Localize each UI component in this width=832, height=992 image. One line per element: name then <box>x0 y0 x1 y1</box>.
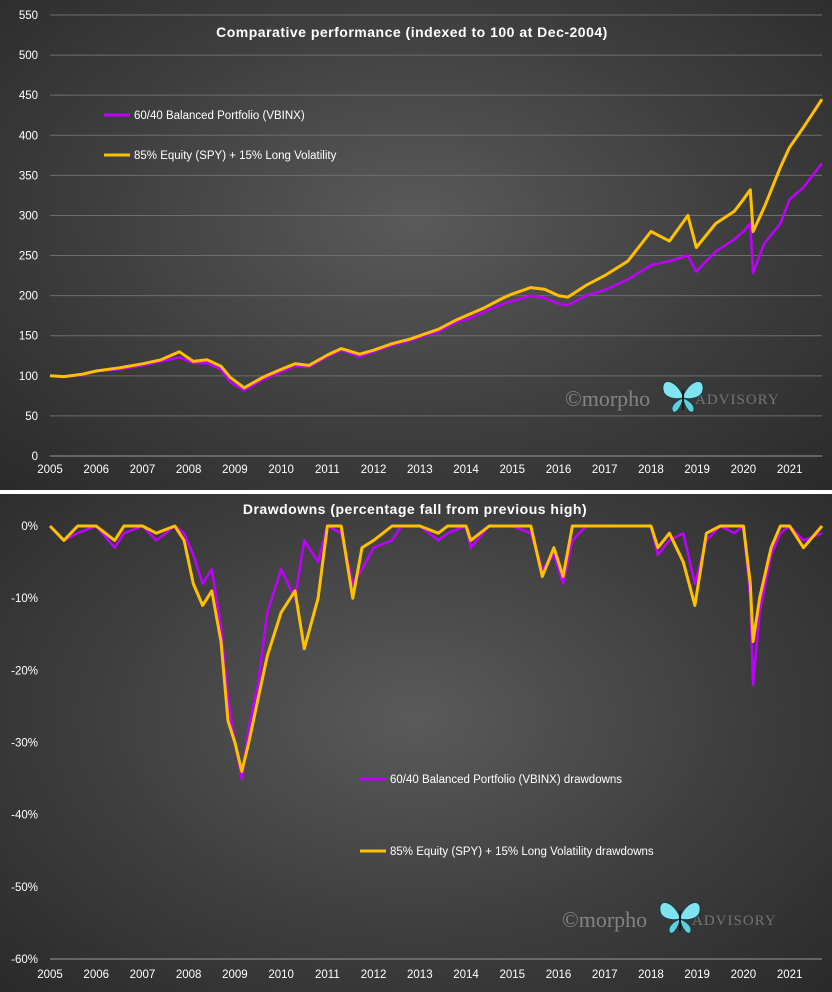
x-tick-label: 2021 <box>777 464 803 476</box>
y-tick-label: 150 <box>19 331 38 343</box>
x-tick-label: 2006 <box>83 464 109 476</box>
x-tick-label: 2011 <box>315 464 340 476</box>
drawdown-chart: Drawdowns (percentage fall from previous… <box>11 501 824 981</box>
chart-divider <box>0 490 832 494</box>
x-tick-label: 2020 <box>731 969 757 981</box>
chart-title: Comparative performance (indexed to 100 … <box>216 24 608 40</box>
watermark-logo: ©morpho ADVISORY <box>565 381 780 413</box>
x-tick-label: 2019 <box>684 969 710 981</box>
butterfly-icon <box>659 902 701 934</box>
x-tick-label: 2007 <box>130 464 156 476</box>
legend-label: 60/40 Balanced Portfolio (VBINX) <box>134 110 305 122</box>
x-tick-label: 2012 <box>361 464 387 476</box>
svg-text:ADVISORY: ADVISORY <box>695 392 780 408</box>
x-tick-label: 2006 <box>83 969 109 981</box>
y-tick-label: 550 <box>19 10 38 22</box>
x-tick-label: 2010 <box>268 969 294 981</box>
performance-chart-panel: Comparative performance (indexed to 100 … <box>0 0 832 490</box>
x-tick-label: 2005 <box>37 464 63 476</box>
x-tick-label: 2014 <box>453 969 479 981</box>
x-tick-label: 2011 <box>315 969 340 981</box>
x-tick-label: 2018 <box>638 464 664 476</box>
y-tick-label: 350 <box>19 170 38 182</box>
x-tick-label: 2020 <box>731 464 757 476</box>
x-tick-label: 2005 <box>37 969 63 981</box>
x-tick-label: 2013 <box>407 969 433 981</box>
y-tick-label: -40% <box>11 810 38 822</box>
x-tick-label: 2016 <box>546 464 572 476</box>
x-tick-label: 2021 <box>777 969 803 981</box>
x-tick-label: 2015 <box>499 969 525 981</box>
x-tick-label: 2008 <box>176 969 202 981</box>
y-tick-label: 450 <box>19 90 38 102</box>
x-tick-label: 2016 <box>546 969 572 981</box>
y-tick-label: -10% <box>11 593 38 605</box>
x-tick-label: 2009 <box>222 969 248 981</box>
y-tick-label: -30% <box>11 738 38 750</box>
y-tick-label: -20% <box>11 665 38 677</box>
x-tick-label: 2009 <box>222 464 248 476</box>
x-tick-label: 2008 <box>176 464 202 476</box>
series-line-vbinx <box>49 162 823 392</box>
y-tick-label: -50% <box>11 882 38 894</box>
y-tick-label: 500 <box>19 50 38 62</box>
x-tick-label: 2014 <box>453 464 479 476</box>
legend-label: 85% Equity (SPY) + 15% Long Volatility d… <box>390 846 654 858</box>
x-tick-label: 2010 <box>268 464 294 476</box>
y-tick-label: 200 <box>19 291 38 303</box>
svg-text:©morpho: ©morpho <box>565 386 650 411</box>
y-tick-label: 400 <box>19 130 38 142</box>
x-tick-label: 2007 <box>130 969 156 981</box>
x-tick-label: 2015 <box>499 464 525 476</box>
performance-chart: Comparative performance (indexed to 100 … <box>19 10 824 476</box>
legend-label: 60/40 Balanced Portfolio (VBINX) drawdow… <box>390 774 622 786</box>
y-tick-label: 250 <box>19 251 38 263</box>
y-tick-label: 100 <box>19 371 38 383</box>
svg-text:©morpho: ©morpho <box>562 907 647 932</box>
y-tick-label: -60% <box>11 954 38 966</box>
chart-title: Drawdowns (percentage fall from previous… <box>243 501 587 517</box>
series-line-vbinx <box>49 524 823 780</box>
x-tick-label: 2019 <box>684 464 710 476</box>
legend-label: 85% Equity (SPY) + 15% Long Volatility <box>134 150 337 162</box>
watermark-logo: ©morpho ADVISORY <box>562 902 777 934</box>
svg-text:ADVISORY: ADVISORY <box>692 913 777 929</box>
x-tick-label: 2017 <box>592 969 618 981</box>
x-tick-label: 2012 <box>361 969 387 981</box>
series-line-equity-longvol <box>48 524 824 773</box>
y-tick-label: 0 <box>32 451 38 463</box>
x-tick-label: 2018 <box>638 969 664 981</box>
drawdown-chart-panel: Drawdowns (percentage fall from previous… <box>0 494 832 992</box>
y-tick-label: 300 <box>19 210 38 222</box>
y-tick-label: 50 <box>25 411 38 423</box>
x-tick-label: 2013 <box>407 464 433 476</box>
butterfly-icon <box>662 381 704 413</box>
y-tick-label: 0% <box>21 521 38 533</box>
series-line-equity-longvol <box>49 98 824 390</box>
x-tick-label: 2017 <box>592 464 618 476</box>
